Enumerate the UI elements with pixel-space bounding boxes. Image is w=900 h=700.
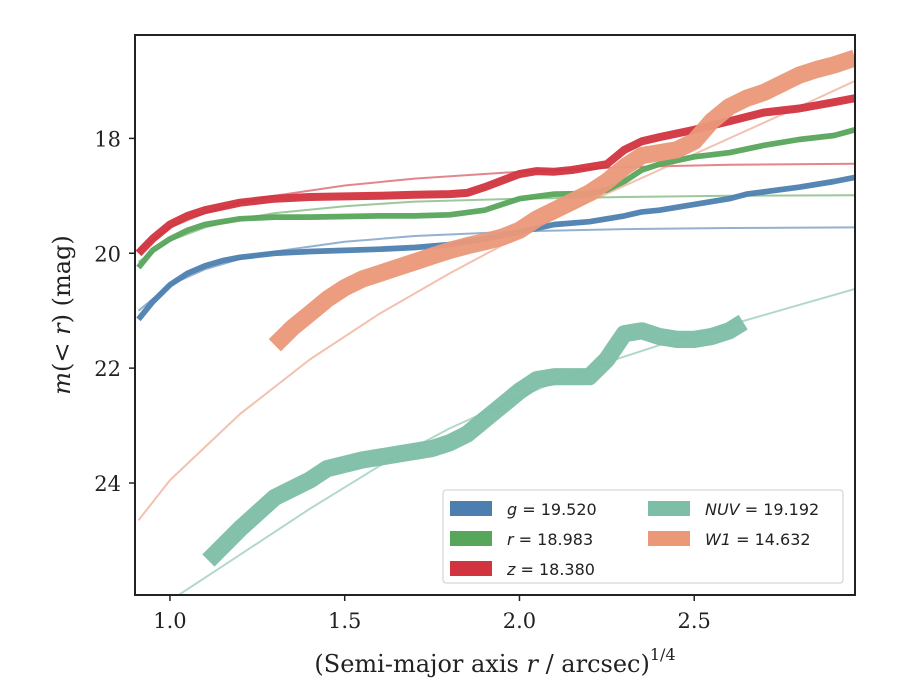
y-axis-label-mid: (< [48,335,76,372]
x-axis-label-var: r [526,650,539,678]
y-axis-label: m(< r) (mag) [48,235,76,395]
model-curve-r [137,194,855,263]
legend-item-z: z = 18.380 [450,560,595,579]
x-tick-label: 2.0 [503,609,536,633]
legend-item-nuv: NUV = 19.192 [648,500,819,519]
legend-band-value: = 14.632 [731,530,811,549]
model-curve-g [137,226,855,312]
legend-band-value: = 19.520 [517,500,597,519]
legend-item-w1: W1 = 14.632 [648,530,811,549]
legend-band-value: = 18.380 [515,560,595,579]
y-axis-label-var: r [48,322,76,335]
legend-label-w1: W1 = 14.632 [705,530,811,549]
legend-label-r: r = 18.983 [507,530,593,549]
y-tick-label: 22 [94,357,121,381]
legend-swatch-g [450,501,492,516]
y-axis-label-post: ) (mag) [48,235,76,323]
legend-label-z: z = 18.380 [506,560,595,579]
legend-band-value: = 19.192 [740,500,820,519]
legend-band-name: z [506,560,516,579]
legend-band-value: = 18.983 [514,530,594,549]
legend-band-name: g [507,500,517,519]
legend-swatch-nuv [648,501,690,516]
x-axis-label: (Semi-major axis r / arcsec)1/4 [314,645,675,678]
legend-label-nuv: NUV = 19.192 [705,500,819,519]
legend-box [442,489,844,584]
legend-item-g: g = 19.520 [450,500,597,519]
legend-label-g: g = 19.520 [507,500,597,519]
x-tick-label: 2.5 [678,609,711,633]
model-curve-w1 [137,79,855,521]
data-band-r [136,127,855,270]
data-bands [135,49,855,567]
legend-item-r: r = 18.983 [450,530,593,549]
legend-band-name: r [507,530,515,549]
data-band-w1 [268,49,855,352]
x-axis-label-exponent: 1/4 [650,645,676,664]
legend-band-name: W1 [705,530,731,549]
legend-band-name: NUV [705,500,741,519]
legend-swatch-w1 [648,531,690,546]
x-axis-label-pre: (Semi-major axis [314,650,526,678]
x-tick-label: 1.5 [328,609,361,633]
plot-frame [134,34,856,596]
y-axis-ticks: 18 20 22 24 [94,127,135,496]
y-tick-label: 24 [94,472,121,496]
data-band-nuv [202,314,748,567]
legend-swatch-r [450,531,492,546]
x-tick-label: 1.0 [153,609,186,633]
y-axis-label-m: m [48,372,76,395]
x-axis-label-post: / arcsec) [538,650,650,678]
y-tick-label: 18 [94,127,121,151]
legend-swatch-z [450,561,492,576]
x-axis-ticks: 1.0 1.5 2.0 2.5 [153,595,711,633]
y-tick-label: 20 [94,242,121,266]
